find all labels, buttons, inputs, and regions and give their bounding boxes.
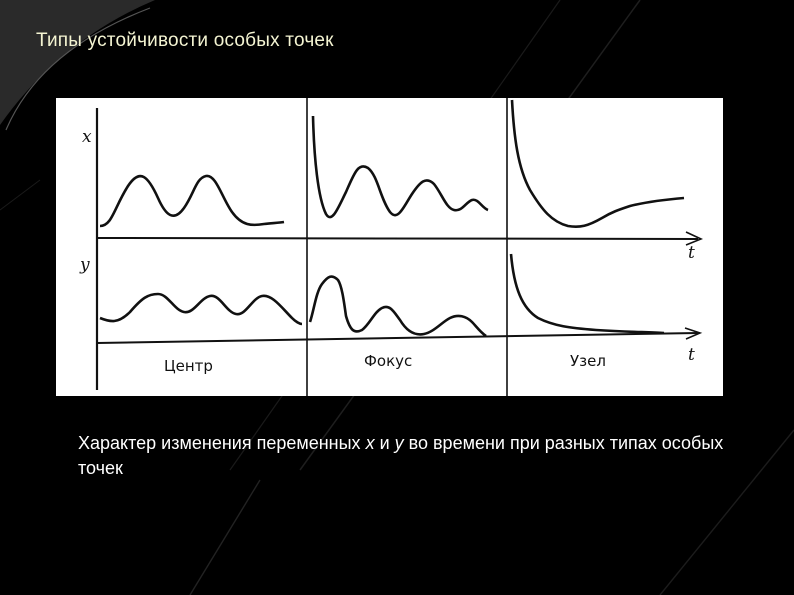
- caption-part3: во времени при разных типах особых точек: [78, 433, 724, 478]
- caption-var-x: x: [365, 433, 375, 453]
- panel-label-focus: Фокус: [364, 352, 412, 370]
- time-axis-top: [96, 237, 699, 240]
- t-label-top: t: [688, 243, 695, 263]
- time-plots-svg: x y t t Центр Фокус Узел: [79, 98, 704, 396]
- panel-label-center: Центр: [164, 357, 213, 375]
- caption-part2: и: [374, 433, 395, 453]
- slide-title: Типы устойчивости особых точек: [36, 30, 334, 51]
- time-axis-bottom-arrow: [684, 327, 703, 340]
- focus-y-curve: [308, 275, 487, 338]
- t-label-bottom: t: [688, 345, 695, 365]
- x-axis-label: x: [82, 127, 92, 147]
- time-axis-bottom: [96, 332, 699, 344]
- node-x-curve: [510, 99, 685, 229]
- center-y-curve: [99, 292, 303, 326]
- y-axis-label: y: [79, 255, 90, 275]
- focus-x-curve: [311, 115, 489, 219]
- caption-part1: Характер изменения переменных: [78, 433, 366, 453]
- stability-types-figure: x y t t Центр Фокус Узел: [56, 98, 723, 396]
- panel-label-node: Узел: [570, 352, 606, 370]
- node-y-curve: [509, 253, 665, 335]
- figure-caption: Характер изменения переменных x и y во в…: [78, 431, 738, 481]
- center-x-curve: [99, 174, 285, 228]
- caption-var-y: y: [394, 433, 404, 453]
- time-axis-top-arrow: [685, 231, 704, 246]
